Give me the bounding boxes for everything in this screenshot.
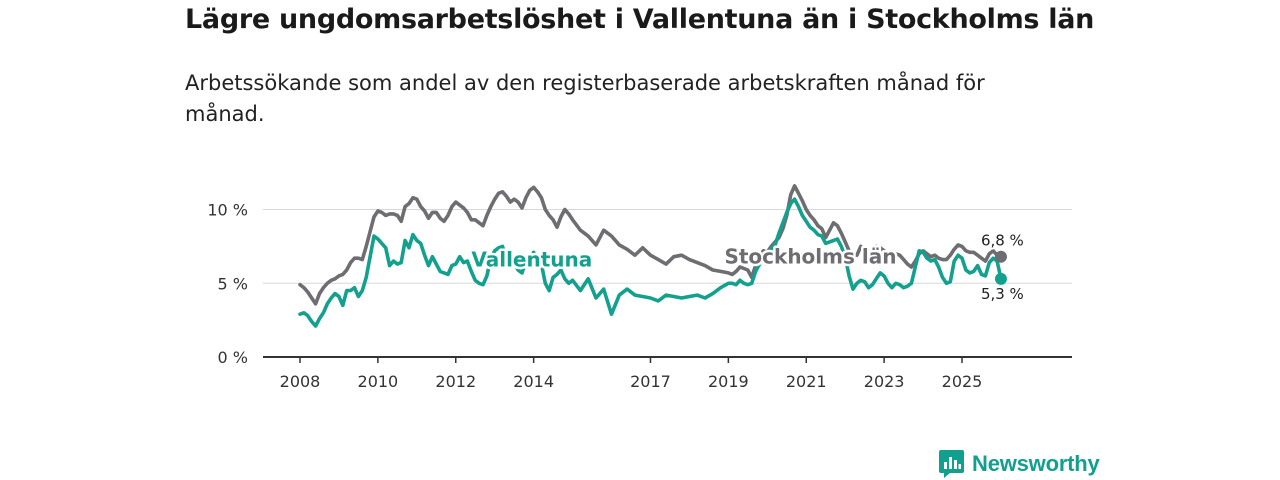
end-value-halo-stockholms-län: 6,8 % xyxy=(981,232,1024,250)
brand-name: Newsworthy xyxy=(972,451,1100,476)
x-tick-label: 2010 xyxy=(358,372,399,391)
end-marker-stockholms-län xyxy=(994,250,1007,263)
x-tick-label: 2014 xyxy=(513,372,554,391)
gridlines xyxy=(263,209,1072,284)
x-tick-label: 2023 xyxy=(864,372,905,391)
x-tick-label: 2025 xyxy=(942,372,983,391)
x-tick-label: 2017 xyxy=(630,372,671,391)
series-label-halo-vallentuna: Vallentuna xyxy=(471,248,592,272)
y-tick-label: 5 % xyxy=(218,274,248,293)
series-line-stockholms-län xyxy=(298,184,1003,306)
series-label-vallentuna: Vallentuna xyxy=(471,248,592,272)
chart-title: Lägre ungdomsarbetslöshet i Vallentuna ä… xyxy=(185,4,1095,35)
y-axis-tick-labels: 0 % 5 % 10 % xyxy=(207,201,248,368)
y-tick-label: 10 % xyxy=(207,201,248,220)
end-marker-vallentuna xyxy=(994,272,1007,285)
end-value-stockholms-län: 6,8 % xyxy=(981,232,1024,250)
series-line-vallentuna xyxy=(298,197,1003,328)
y-tick-label: 0 % xyxy=(218,348,248,367)
series-label-halo-stockholms-län: Stockholms län xyxy=(724,245,896,269)
newsworthy-logo[interactable]: Newsworthy xyxy=(938,449,1100,479)
end-markers: 6,8 %6,8 %5,3 %5,3 % xyxy=(979,230,1026,305)
x-tick-label: 2019 xyxy=(708,372,749,391)
end-value-halo-vallentuna: 5,3 % xyxy=(981,285,1024,303)
x-tick-label: 2008 xyxy=(280,372,321,391)
series-label-stockholms-län: Stockholms län xyxy=(724,245,896,269)
series-lines xyxy=(298,184,1003,328)
x-tick-label: 2012 xyxy=(435,372,476,391)
x-axis: 2008 2010 2012 2014 2017 2019 2021 2023 2025 xyxy=(263,356,1072,391)
chart-subtitle: Arbetssökande som andel av den registerb… xyxy=(185,71,985,126)
x-tick-label: 2021 xyxy=(786,372,827,391)
end-value-vallentuna: 5,3 % xyxy=(981,285,1024,303)
bar-chart-speech-bubble-icon xyxy=(939,450,964,478)
